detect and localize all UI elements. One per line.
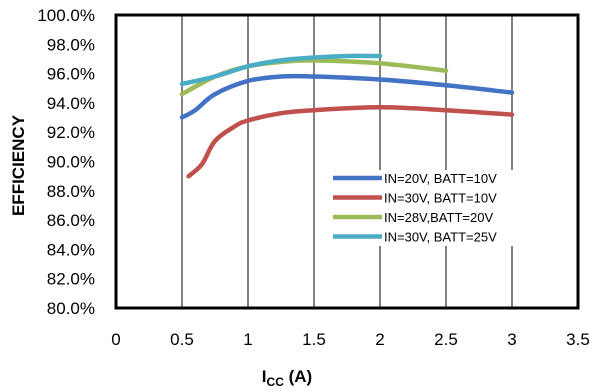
y-tick-label: 80.0% [47,299,95,318]
x-tick-label: 2 [375,330,384,349]
legend-label: IN=30V, BATT=25V [384,230,497,245]
y-tick-label: 100.0% [37,6,95,25]
series-lines [179,53,515,179]
y-tick-label: 94.0% [47,94,95,113]
legend: IN=20V, BATT=10V IN=30V, BATT=10V IN=28V,B… [325,170,547,246]
y-tick-label: 84.0% [47,240,95,259]
x-axis-title-unit: (A) [284,367,312,386]
x-tick-label: 3.5 [566,330,590,349]
x-tick-label: 2.5 [434,330,458,349]
plot-area-frame [114,13,580,310]
legend-label: IN=30V, BATT=10V [384,191,497,206]
x-tick-label: 0 [111,330,120,349]
y-axis-ticks: 80.0% 82.0% 84.0% 86.0% 88.0% 90.0% 92.0% 94.0%… [37,6,95,318]
y-tick-label: 92.0% [47,123,95,142]
legend-background [325,170,547,246]
x-tick-label: 0.5 [170,330,194,349]
series-line-1 [179,73,515,120]
x-tick-label: 1.5 [302,330,326,349]
x-axis-title-main: I [262,367,267,386]
x-tick-label: 3 [507,330,516,349]
x-axis-title: ICC (A) [262,367,312,389]
series-line-2 [186,105,515,179]
y-tick-label: 98.0% [47,35,95,54]
y-tick-label: 88.0% [47,182,95,201]
series-line-4 [179,53,383,87]
x-axis-ticks: 0 0.5 1 1.5 2 2.5 3 3.5 [111,330,590,349]
y-tick-label: 90.0% [47,153,95,172]
grid-lines [181,15,513,308]
legend-label: IN=28V,BATT=20V [384,210,493,225]
x-axis-title-subscript: CC [267,375,285,389]
legend-label: IN=20V, BATT=10V [384,171,497,186]
y-axis-title: EFFICIENCY [9,114,28,216]
y-tick-label: 96.0% [47,65,95,84]
y-tick-label: 86.0% [47,211,95,230]
x-tick-label: 1 [243,330,252,349]
y-tick-label: 82.0% [47,270,95,289]
